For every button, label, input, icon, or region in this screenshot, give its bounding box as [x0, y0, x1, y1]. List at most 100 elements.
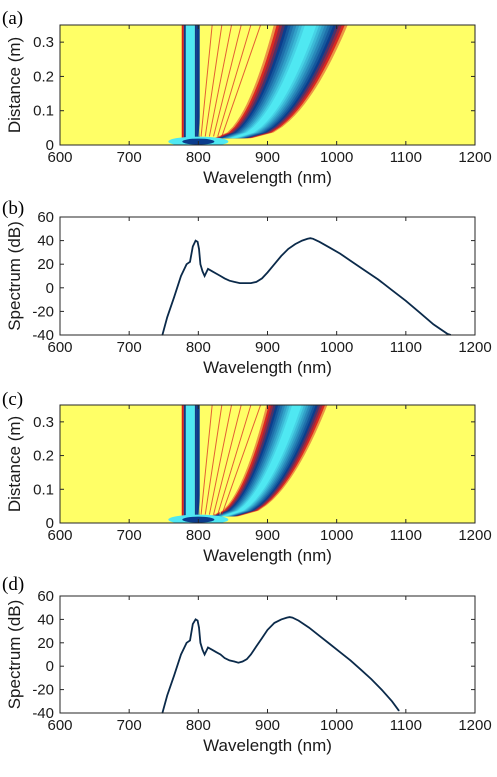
x-tick-label: 600 — [47, 717, 72, 734]
spectrum-point — [194, 618, 197, 621]
y-tick-label: 0.2 — [33, 448, 54, 465]
panel-label: (c) — [2, 389, 23, 410]
spectrum-point — [312, 238, 314, 240]
spectrum-point — [192, 245, 194, 248]
spectrum-point — [301, 240, 303, 242]
spectrum-point — [381, 689, 383, 691]
pump-band-stripe — [185, 25, 195, 139]
spectrum-point — [228, 280, 231, 282]
spectrum-point — [224, 657, 226, 659]
interference-fringe — [200, 405, 213, 515]
interference-fringe — [198, 25, 208, 137]
spectrum-point — [244, 282, 246, 284]
y-tick-label: 20 — [37, 635, 54, 652]
interference-fringe — [204, 405, 223, 515]
spectrum-point — [329, 247, 331, 249]
pump-band-stripe — [194, 25, 197, 139]
interference-fringe — [221, 405, 262, 515]
interference-fringe — [202, 25, 218, 137]
x-tick-label: 1200 — [458, 717, 491, 734]
y-tick-label: 0.1 — [33, 103, 54, 120]
spectrum-point — [246, 658, 248, 660]
spectrum-point — [391, 289, 393, 291]
x-tick-label: 700 — [117, 339, 142, 356]
pump-band-stripe — [181, 25, 184, 139]
x-tick-label: 700 — [117, 527, 142, 544]
interference-fringe — [198, 405, 208, 515]
spectrum-point — [192, 623, 194, 625]
x-tick-label: 1000 — [320, 149, 353, 166]
spectrum-point — [233, 281, 235, 283]
spectrum-point — [446, 333, 448, 335]
y-tick-label: 0 — [46, 280, 54, 297]
x-tick-label: 1100 — [390, 149, 422, 166]
panel-label: (b) — [2, 198, 24, 219]
y-tick-label: 0 — [46, 658, 54, 675]
spectrum-point — [266, 271, 269, 274]
spectrum-point — [237, 662, 240, 664]
x-tick-label: 800 — [186, 527, 211, 544]
interference-fringe — [204, 25, 223, 137]
pump-center-line — [196, 25, 200, 139]
y-tick-label: -40 — [32, 327, 54, 344]
interference-fringe — [219, 25, 257, 137]
spectrum-point — [228, 659, 231, 661]
x-tick-label: 900 — [255, 717, 280, 734]
spectrum-point — [180, 653, 182, 656]
spectrum-point — [318, 241, 320, 243]
interference-fringe — [200, 25, 213, 137]
x-tick-label: 1200 — [458, 149, 491, 166]
spectrum-point — [261, 637, 263, 639]
x-tick-label: 800 — [186, 339, 211, 356]
spectrum-point — [419, 311, 421, 314]
y-axis-label: Spectrum (dB) — [5, 221, 24, 331]
soliton-band-layer — [223, 405, 300, 517]
pump-band-stripe — [185, 405, 195, 517]
interference-fringe — [215, 25, 247, 137]
spectrum-point — [273, 263, 276, 265]
spectrum-point — [289, 616, 291, 618]
y-tick-label: -40 — [32, 705, 54, 722]
x-tick-label: 600 — [47, 339, 72, 356]
spectrum-point — [166, 694, 168, 697]
spectrum-point — [318, 635, 320, 637]
spectrum-line — [161, 616, 400, 713]
x-tick-label: 900 — [255, 339, 280, 356]
interference-fringe — [217, 405, 252, 515]
spectrum-point — [201, 649, 204, 651]
spectrum-point — [215, 651, 217, 653]
spectrum-point — [207, 268, 209, 270]
interference-fringe — [219, 405, 257, 515]
spectrum-point — [224, 277, 226, 279]
spectrum-point — [432, 323, 435, 325]
spectrum-point — [329, 643, 331, 645]
y-tick-label: -20 — [32, 682, 54, 699]
heatmap-image — [60, 405, 475, 523]
y-tick-label: 0 — [46, 515, 54, 532]
interference-fringe — [217, 25, 252, 137]
x-tick-label: 700 — [117, 717, 142, 734]
y-tick-label: 0 — [46, 137, 54, 154]
panel-d — [59, 595, 476, 714]
x-tick-label: 900 — [255, 527, 280, 544]
pump-band-stripe — [181, 405, 184, 517]
interference-fringe — [206, 405, 228, 515]
x-axis-label: Wavelength (nm) — [203, 736, 332, 755]
interference-fringe — [210, 25, 237, 137]
panel-c — [59, 404, 476, 524]
y-tick-label: 0.3 — [33, 34, 54, 51]
spectrum-point — [307, 238, 309, 240]
spectrum-point — [211, 649, 213, 651]
spectrum-point — [349, 659, 352, 661]
x-tick-label: 1000 — [320, 339, 353, 356]
x-tick-label: 1200 — [458, 339, 491, 356]
x-tick-label: 600 — [47, 527, 72, 544]
interference-fringe — [215, 405, 247, 515]
x-tick-label: 1100 — [390, 717, 422, 734]
y-tick-label: -20 — [32, 303, 54, 320]
spectrum-point — [287, 248, 289, 250]
spectrum-point — [194, 240, 197, 242]
spectrum-point — [215, 273, 217, 275]
pump-center-line — [196, 405, 200, 517]
interference-fringe — [208, 25, 233, 137]
